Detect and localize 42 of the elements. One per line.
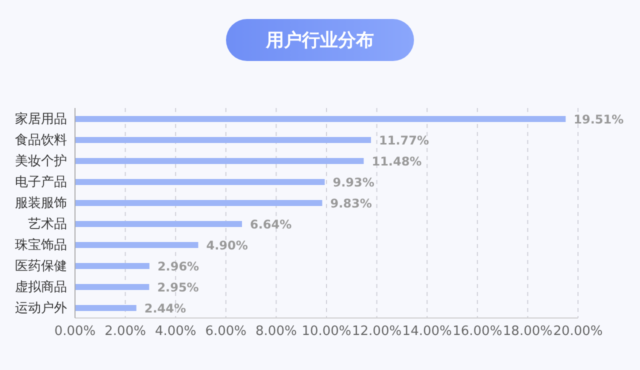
y-tick-label: 电子产品 — [15, 175, 67, 190]
bar — [75, 200, 322, 206]
y-tick-label: 运动户外 — [15, 301, 67, 316]
bar — [75, 242, 198, 248]
y-tick-label: 珠宝饰品 — [15, 237, 67, 254]
bar — [75, 179, 325, 185]
x-tick-label: 4.00% — [154, 324, 196, 340]
data-label: 2.44% — [144, 301, 186, 316]
x-tick-label: 12.00% — [352, 324, 402, 340]
x-tick-label: 16.00% — [452, 324, 502, 340]
data-label: 19.51% — [574, 112, 624, 126]
data-label: 2.96% — [157, 259, 200, 274]
y-tick-label: 家居用品 — [15, 111, 67, 128]
x-tick-label: 2.00% — [104, 324, 146, 340]
chart-title: 用户行业分布 — [226, 19, 414, 61]
x-tick-label: 18.00% — [502, 324, 552, 340]
data-label: 9.83% — [330, 196, 372, 210]
y-tick-label: 医药保健 — [15, 259, 67, 274]
y-tick-label: 食品饮料 — [15, 133, 67, 148]
y-tick-label: 艺术品 — [28, 217, 67, 232]
x-tick-label: 14.00% — [402, 324, 452, 340]
y-tick-label: 服装服饰 — [15, 196, 67, 212]
bar — [75, 116, 566, 122]
data-label: 2.95% — [157, 280, 199, 294]
y-tick-label: 美妆个护 — [15, 153, 67, 170]
bar — [75, 263, 150, 269]
data-label: 11.77% — [379, 133, 429, 148]
y-tick-label: 虚拟商品 — [15, 280, 67, 296]
data-label: 11.48% — [372, 154, 422, 168]
x-tick-label: 8.00% — [256, 324, 297, 340]
bar — [75, 158, 364, 164]
data-label: 9.93% — [332, 175, 374, 190]
bar — [75, 221, 242, 227]
bar — [75, 137, 372, 143]
x-tick-label: 6.00% — [205, 324, 247, 340]
x-tick-label: 0.00% — [54, 324, 96, 340]
bar — [75, 284, 150, 290]
data-label: 4.90% — [206, 238, 248, 252]
data-label: 6.64% — [250, 217, 292, 232]
x-tick-label: 20.00% — [553, 324, 603, 340]
x-tick-label: 10.00% — [302, 324, 352, 340]
bar — [75, 305, 136, 311]
